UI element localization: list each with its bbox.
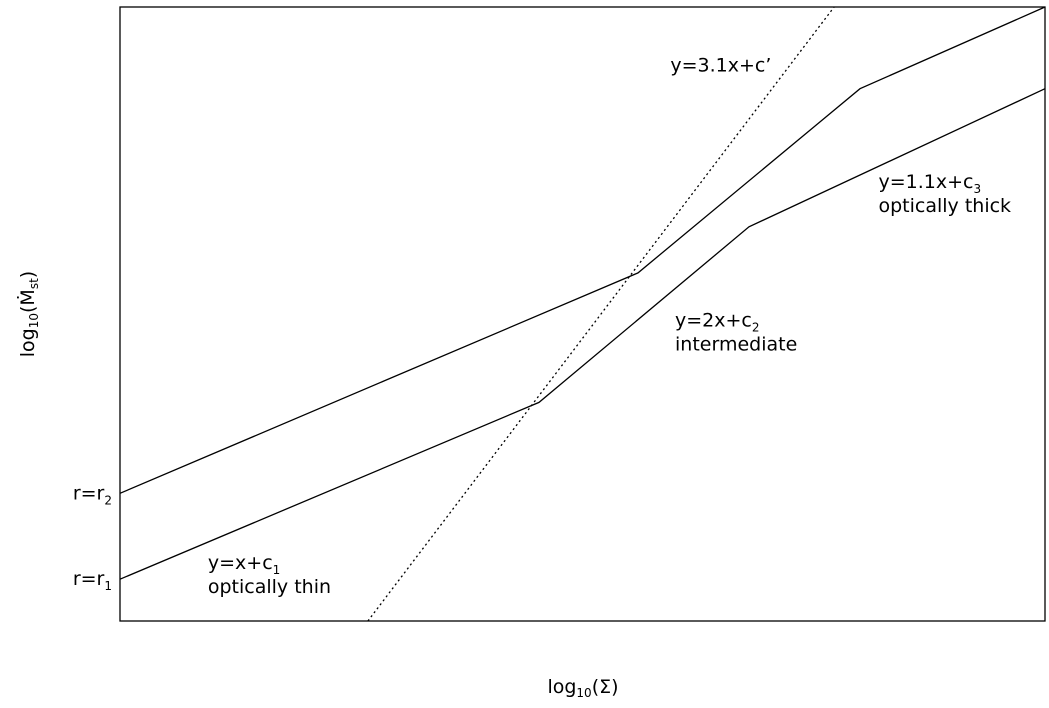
annotation-1-line2: optically thin [208, 576, 331, 598]
plot-frame [119, 6, 1046, 622]
annotation-1: y=x+c1 [208, 552, 280, 577]
x-axis-title: log10(Σ) [547, 676, 618, 700]
annotation-4: y=3.1x+c’ [670, 54, 771, 76]
annotation-2-line2: intermediate [675, 333, 797, 355]
y-tick-label-2: r=r2 [73, 482, 112, 507]
annotation-3: y=1.1x+c3 [879, 171, 982, 196]
annotation-2: y=2x+c2 [675, 309, 760, 334]
solid-line-series-2 [119, 6, 1046, 494]
dotted-line-series-3 [367, 6, 835, 622]
y-tick-label-1: r=r1 [73, 568, 112, 593]
annotation-3-line2: optically thick [879, 195, 1012, 217]
y-axis-title: log10(Ṁst) [16, 271, 41, 357]
solid-line-series-1 [119, 88, 1046, 580]
